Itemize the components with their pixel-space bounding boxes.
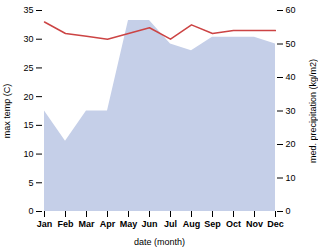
svg-text:35: 35 xyxy=(23,5,33,15)
svg-text:0: 0 xyxy=(286,206,291,216)
svg-text:Oct: Oct xyxy=(226,219,241,229)
svg-text:Jul: Jul xyxy=(164,219,177,229)
svg-text:Mar: Mar xyxy=(78,219,95,229)
svg-text:Jun: Jun xyxy=(141,219,157,229)
svg-text:Jan: Jan xyxy=(37,219,53,229)
svg-text:Nov: Nov xyxy=(246,219,263,229)
svg-text:20: 20 xyxy=(23,92,33,102)
svg-text:0: 0 xyxy=(28,206,33,216)
svg-text:5: 5 xyxy=(28,178,33,188)
svg-text:20: 20 xyxy=(286,139,296,149)
svg-text:Dec: Dec xyxy=(267,219,284,229)
svg-text:25: 25 xyxy=(23,63,33,73)
svg-text:max temp (C): max temp (C) xyxy=(2,84,12,139)
svg-text:May: May xyxy=(120,219,138,229)
svg-text:30: 30 xyxy=(286,106,296,116)
svg-text:15: 15 xyxy=(23,120,33,130)
svg-text:date (month): date (month) xyxy=(134,237,185,247)
svg-text:10: 10 xyxy=(23,149,33,159)
svg-text:Feb: Feb xyxy=(57,219,74,229)
svg-text:60: 60 xyxy=(286,5,296,15)
svg-text:10: 10 xyxy=(286,173,296,183)
svg-text:30: 30 xyxy=(23,34,33,44)
svg-text:Apr: Apr xyxy=(100,219,116,229)
svg-text:med. precipitation (kg/m2): med. precipitation (kg/m2) xyxy=(308,59,318,163)
svg-text:Sep: Sep xyxy=(204,219,221,229)
svg-text:Aug: Aug xyxy=(183,219,201,229)
svg-text:50: 50 xyxy=(286,39,296,49)
svg-text:40: 40 xyxy=(286,72,296,82)
